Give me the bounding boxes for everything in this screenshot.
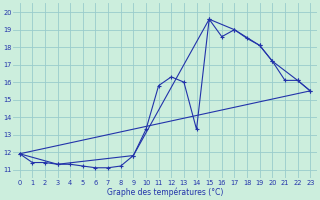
X-axis label: Graphe des températures (°C): Graphe des températures (°C) (107, 187, 223, 197)
